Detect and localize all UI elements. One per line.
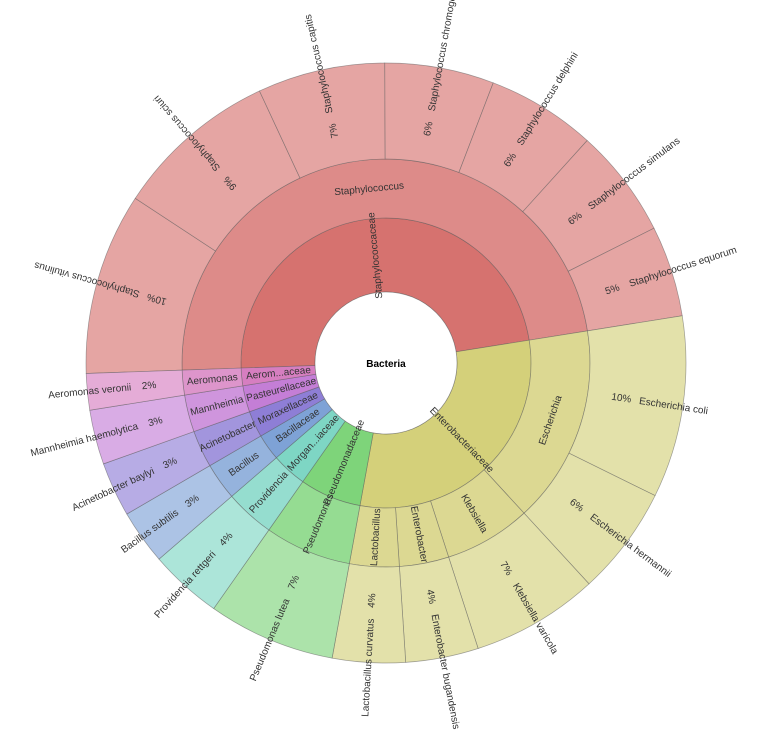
species-percent: 5% (604, 283, 621, 298)
genus-label: Aeromonas (186, 372, 238, 388)
species-percent: 7% (286, 574, 302, 592)
species-percent: 6% (422, 121, 435, 137)
species-percent: 4% (424, 589, 438, 605)
center-label: Bacteria (366, 359, 406, 370)
center-circle[interactable] (314, 291, 458, 435)
species-percent: 10% (611, 392, 633, 406)
species-percent: 7% (327, 122, 341, 139)
species-percent: 4% (367, 593, 379, 608)
species-percent: 3% (147, 415, 164, 429)
species-percent: 10% (146, 291, 168, 307)
species-segment-aeromonas-veronii[interactable] (85, 369, 185, 411)
genus-label: Lactobacillus (369, 508, 383, 566)
species-percent: 2% (141, 380, 157, 392)
